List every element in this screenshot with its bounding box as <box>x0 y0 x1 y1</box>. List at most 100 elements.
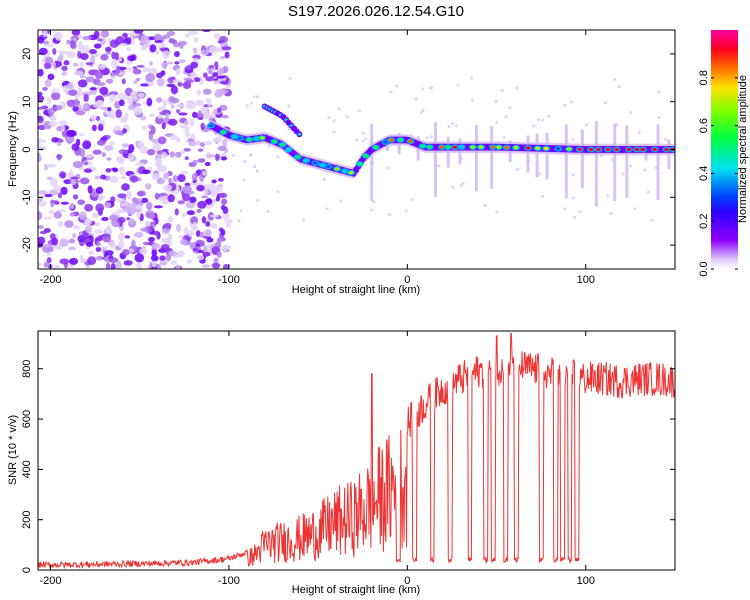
noise-blob <box>77 79 88 88</box>
spectrogram-ytick-label: 20 <box>21 48 33 60</box>
noise-blob <box>151 173 161 181</box>
noise-blob <box>131 197 138 203</box>
noise-blob <box>127 55 136 62</box>
noise-blob <box>66 39 71 45</box>
noise-blob <box>69 40 76 49</box>
noise-blob <box>115 130 123 136</box>
noise-blob <box>87 185 93 194</box>
faint-blob <box>451 121 455 125</box>
faint-blob <box>456 83 460 87</box>
noise-blob <box>83 168 93 173</box>
noise-blob <box>71 30 81 36</box>
noise-blob <box>61 72 67 76</box>
faint-blob <box>245 104 249 108</box>
colorbar: 0.0 0.2 0.4 0.6 0.8 Normalized spectral ampl… <box>698 30 749 277</box>
noise-blob <box>68 89 78 96</box>
noise-blob <box>43 62 52 70</box>
faint-blob <box>515 86 519 90</box>
faint-blob <box>332 119 336 123</box>
noise-blob <box>203 187 208 196</box>
noise-blob <box>211 179 217 184</box>
noise-blob <box>79 75 87 79</box>
noise-blob <box>177 174 186 183</box>
faint-blob <box>563 103 567 107</box>
noise-blob <box>132 66 138 70</box>
noise-blob <box>211 262 221 269</box>
band-blob-inner <box>259 136 265 140</box>
noise-blob <box>179 124 188 129</box>
faint-blob <box>584 123 588 127</box>
colorbar-tick-label: 0.0 <box>698 261 710 276</box>
band-blob-inner <box>566 147 572 151</box>
noise-blob <box>51 91 61 101</box>
noise-blob <box>169 151 175 158</box>
noise-blob <box>174 61 180 65</box>
band-blob-inner <box>634 147 640 152</box>
noise-blob <box>163 172 170 180</box>
faint-blob <box>633 207 637 211</box>
faint-blob <box>578 210 582 214</box>
snr-x-ticks: -200 -100 0 100 <box>39 331 595 587</box>
noise-blob <box>108 114 118 119</box>
faint-blob <box>388 212 392 216</box>
band-blob-inner <box>445 145 451 149</box>
noise-blob <box>179 43 184 50</box>
faint-blob <box>646 190 650 194</box>
noise-blob <box>182 81 192 90</box>
noise-blob <box>79 52 89 61</box>
noise-blob <box>77 87 83 97</box>
faint-blob <box>322 177 326 181</box>
noise-blob <box>159 255 166 262</box>
spectrogram-x-ticks: -200 -100 0 100 <box>39 30 595 286</box>
faint-blob <box>337 107 341 111</box>
band-blob-inner <box>237 136 243 140</box>
snr-xtick-label: 0 <box>404 575 410 587</box>
noise-blob <box>51 237 59 246</box>
noise-blob <box>54 244 64 250</box>
noise-blob <box>136 64 145 68</box>
faint-blob <box>629 111 633 115</box>
noise-blob <box>70 178 77 186</box>
band-blob-inner <box>555 147 561 151</box>
band-blob-inner <box>652 147 658 152</box>
faint-blob <box>563 207 567 211</box>
band-blob-inner <box>535 146 541 150</box>
noise-blob <box>88 250 95 256</box>
noise-blob <box>139 146 149 155</box>
noise-blob <box>197 200 207 209</box>
faint-blob <box>637 130 641 134</box>
noise-blob <box>82 104 88 109</box>
noise-blob <box>209 46 218 54</box>
noise-blob <box>77 235 85 243</box>
noise-blob <box>109 214 119 222</box>
noise-blob <box>44 78 52 88</box>
spectrogram-content <box>38 30 675 269</box>
faint-blob <box>302 218 306 222</box>
snr-ytick-label: 600 <box>21 410 33 428</box>
noise-blob <box>117 92 126 102</box>
noise-blob <box>108 257 119 263</box>
noise-blob <box>116 65 121 74</box>
noise-blob <box>192 247 198 252</box>
noise-blob <box>136 262 143 269</box>
noise-blob <box>148 67 158 75</box>
noise-blob <box>68 257 79 265</box>
noise-blob <box>156 72 163 79</box>
noise-blob <box>95 71 103 80</box>
band-blob-inner <box>496 145 502 149</box>
noise-blob <box>93 229 104 235</box>
noise-blob <box>96 139 106 146</box>
noise-blob <box>43 40 50 45</box>
noise-blob <box>175 67 181 76</box>
noise-blob <box>119 43 128 47</box>
faint-blob <box>287 104 291 108</box>
noise-blob <box>187 230 194 237</box>
noise-blob <box>88 49 97 55</box>
noise-blob <box>155 158 163 166</box>
noise-blob <box>93 43 102 49</box>
noise-blob <box>105 225 112 234</box>
noise-blob <box>203 141 213 145</box>
noise-blob <box>183 226 189 236</box>
snr-ytick-label: 200 <box>21 511 33 529</box>
